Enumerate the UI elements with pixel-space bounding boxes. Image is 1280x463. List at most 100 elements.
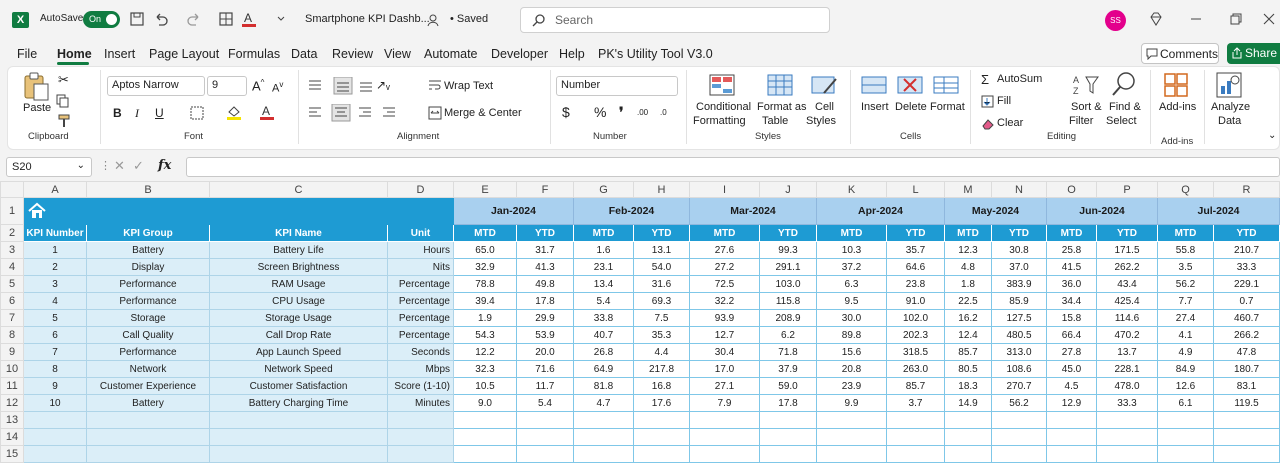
empty-cell[interactable] xyxy=(453,445,517,463)
row-header[interactable]: 13 xyxy=(0,411,24,429)
ytd-value-cell[interactable]: 71.6 xyxy=(516,360,574,378)
kpi-name-cell[interactable]: Battery Life xyxy=(209,241,388,259)
kpi-group-cell[interactable]: Battery xyxy=(86,241,210,259)
empty-cell[interactable] xyxy=(816,411,887,429)
ytd-value-cell[interactable]: 30.8 xyxy=(991,241,1047,259)
column-header-D[interactable]: D xyxy=(387,181,454,198)
mtd-value-cell[interactable]: 45.0 xyxy=(1046,360,1097,378)
copy-icon[interactable] xyxy=(56,94,70,108)
sort-filter-label-2[interactable]: Filter xyxy=(1069,115,1094,127)
mtd-value-cell[interactable]: 12.9 xyxy=(1046,394,1097,412)
kpi-group-header[interactable]: KPI Group xyxy=(86,224,210,242)
kpi-number-cell[interactable]: 8 xyxy=(23,360,87,378)
find-select-icon[interactable] xyxy=(1110,71,1138,97)
empty-cell[interactable] xyxy=(991,428,1047,446)
unit-cell[interactable]: Hours xyxy=(387,241,454,259)
empty-cell[interactable] xyxy=(886,445,945,463)
currency-icon[interactable]: $ xyxy=(562,104,570,120)
column-header-M[interactable]: M xyxy=(944,181,992,198)
column-header-E[interactable]: E xyxy=(453,181,517,198)
autosum-label[interactable]: AutoSum xyxy=(997,73,1043,85)
tab-file[interactable]: File xyxy=(17,47,38,61)
mtd-header[interactable]: MTD xyxy=(816,224,887,242)
kpi-name-cell[interactable]: Screen Brightness xyxy=(209,258,388,276)
month-header[interactable]: May-2024 xyxy=(944,197,1047,225)
row-header[interactable]: 11 xyxy=(0,377,24,395)
month-header[interactable]: Jul-2024 xyxy=(1157,197,1280,225)
unit-cell[interactable]: Score (1-10) xyxy=(387,377,454,395)
mtd-value-cell[interactable]: 12.6 xyxy=(1157,377,1214,395)
analyze-data-label-2[interactable]: Data xyxy=(1218,115,1242,127)
empty-cell[interactable] xyxy=(453,411,517,429)
sort-filter-icon[interactable]: AZ xyxy=(1072,73,1100,97)
mtd-value-cell[interactable]: 66.4 xyxy=(1046,326,1097,344)
delete-cells-label[interactable]: Delete xyxy=(895,101,927,113)
ytd-header[interactable]: YTD xyxy=(516,224,574,242)
number-format-select[interactable]: Number xyxy=(556,76,678,96)
empty-cell[interactable] xyxy=(209,428,388,446)
name-box[interactable]: S20 ⌄ xyxy=(6,157,92,177)
undo-icon[interactable] xyxy=(153,11,169,27)
empty-cell[interactable] xyxy=(689,428,760,446)
kpi-name-cell[interactable]: App Launch Speed xyxy=(209,343,388,361)
ytd-value-cell[interactable]: 41.3 xyxy=(516,258,574,276)
mtd-value-cell[interactable]: 7.7 xyxy=(1157,292,1214,310)
row-header[interactable]: 10 xyxy=(0,360,24,378)
mtd-value-cell[interactable]: 32.2 xyxy=(689,292,760,310)
kpi-name-cell[interactable]: Storage Usage xyxy=(209,309,388,327)
tab-help[interactable]: Help xyxy=(559,47,585,61)
ytd-header[interactable]: YTD xyxy=(759,224,817,242)
empty-cell[interactable] xyxy=(516,428,574,446)
close-icon[interactable] xyxy=(1262,11,1276,27)
share-button[interactable]: Share xyxy=(1227,43,1280,64)
ytd-value-cell[interactable]: 17.6 xyxy=(633,394,690,412)
column-header-H[interactable]: H xyxy=(633,181,690,198)
mtd-value-cell[interactable]: 16.2 xyxy=(944,309,992,327)
empty-cell[interactable] xyxy=(573,428,634,446)
formula-input[interactable] xyxy=(186,157,1280,177)
mtd-value-cell[interactable]: 72.5 xyxy=(689,275,760,293)
mtd-value-cell[interactable]: 20.8 xyxy=(816,360,887,378)
percent-icon[interactable]: % xyxy=(594,104,607,120)
unit-cell[interactable]: Seconds xyxy=(387,343,454,361)
mtd-value-cell[interactable]: 54.3 xyxy=(453,326,517,344)
kpi-name-header[interactable]: KPI Name xyxy=(209,224,388,242)
mtd-value-cell[interactable]: 27.4 xyxy=(1157,309,1214,327)
more-options-icon[interactable]: ⋮ xyxy=(100,160,111,172)
add-ins-icon[interactable] xyxy=(1163,72,1189,98)
dashboard-banner-cell[interactable] xyxy=(23,197,454,225)
unit-cell[interactable]: Nits xyxy=(387,258,454,276)
empty-cell[interactable] xyxy=(209,445,388,463)
add-ins-label[interactable]: Add-ins xyxy=(1159,101,1197,113)
kpi-name-cell[interactable]: Network Speed xyxy=(209,360,388,378)
mtd-value-cell[interactable]: 9.9 xyxy=(816,394,887,412)
empty-cell[interactable] xyxy=(944,411,992,429)
border-icon[interactable] xyxy=(190,106,204,120)
font-name-select[interactable]: Aptos Narrow xyxy=(107,76,205,96)
kpi-number-cell[interactable]: 6 xyxy=(23,326,87,344)
tab-insert[interactable]: Insert xyxy=(104,47,136,61)
empty-cell[interactable] xyxy=(573,411,634,429)
ytd-value-cell[interactable]: 210.7 xyxy=(1213,241,1280,259)
sensitivity-icon[interactable] xyxy=(426,12,442,28)
ytd-value-cell[interactable]: 85.9 xyxy=(991,292,1047,310)
ytd-value-cell[interactable]: 270.7 xyxy=(991,377,1047,395)
mtd-value-cell[interactable]: 7.9 xyxy=(689,394,760,412)
analyze-data-label-1[interactable]: Analyze xyxy=(1211,101,1251,113)
mtd-header[interactable]: MTD xyxy=(453,224,517,242)
decrease-font-icon[interactable]: Av xyxy=(272,80,284,95)
conditional-formatting-label-1[interactable]: Conditional xyxy=(696,101,752,113)
row-header[interactable]: 4 xyxy=(0,258,24,276)
column-header-R[interactable]: R xyxy=(1213,181,1280,198)
tab-view[interactable]: View xyxy=(384,47,411,61)
kpi-group-cell[interactable]: Performance xyxy=(86,292,210,310)
kpi-number-cell[interactable]: 1 xyxy=(23,241,87,259)
ytd-value-cell[interactable]: 31.6 xyxy=(633,275,690,293)
mtd-value-cell[interactable]: 85.7 xyxy=(944,343,992,361)
empty-cell[interactable] xyxy=(816,428,887,446)
kpi-name-cell[interactable]: Customer Satisfaction xyxy=(209,377,388,395)
sort-filter-label-1[interactable]: Sort & xyxy=(1071,101,1102,113)
mtd-value-cell[interactable]: 6.3 xyxy=(816,275,887,293)
ytd-value-cell[interactable]: 383.9 xyxy=(991,275,1047,293)
empty-cell[interactable] xyxy=(633,445,690,463)
